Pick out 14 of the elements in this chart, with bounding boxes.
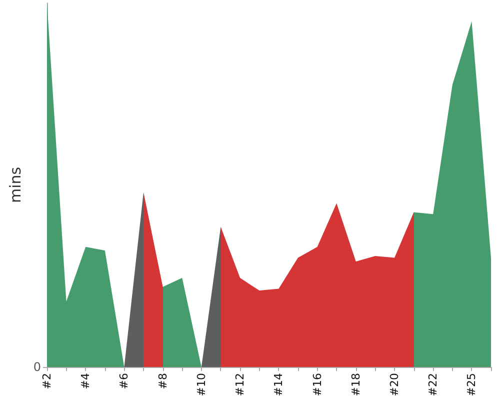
x-tick-label: #10 bbox=[194, 373, 208, 396]
x-tick-label: #22 bbox=[426, 373, 440, 396]
x-tick-label: #4 bbox=[79, 373, 92, 390]
x-tick-label: #12 bbox=[234, 373, 247, 396]
x-tick-label: #18 bbox=[349, 373, 362, 396]
x-tick-label: #14 bbox=[272, 373, 286, 396]
x-tick-label: #6 bbox=[118, 373, 131, 390]
x-tick-label: #2 bbox=[40, 373, 54, 390]
x-tick-label: #16 bbox=[310, 373, 324, 396]
x-tick-label: #8 bbox=[156, 373, 170, 390]
x-tick-label: #25 bbox=[465, 373, 478, 396]
y-axis-title: mins bbox=[6, 166, 24, 204]
x-tick-label: #20 bbox=[388, 373, 401, 396]
text: 0 bbox=[33, 360, 41, 374]
